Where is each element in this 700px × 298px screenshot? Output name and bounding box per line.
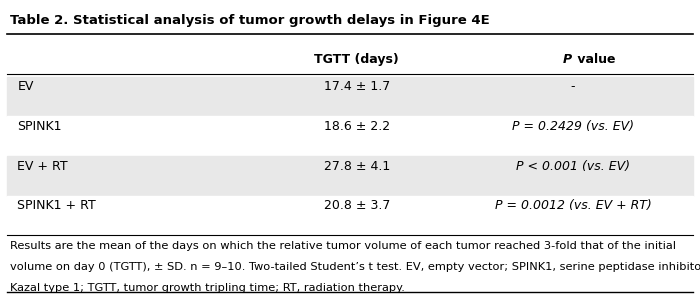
Text: Kazal type 1; TGTT, tumor growth tripling time; RT, radiation therapy.: Kazal type 1; TGTT, tumor growth triplin…: [10, 283, 405, 293]
Text: 20.8 ± 3.7: 20.8 ± 3.7: [323, 199, 390, 212]
Text: 27.8 ± 4.1: 27.8 ± 4.1: [323, 159, 390, 173]
Text: volume on day 0 (TGTT), ± SD. n = 9–10. Two-tailed Student’s t test. EV, empty v: volume on day 0 (TGTT), ± SD. n = 9–10. …: [10, 262, 700, 272]
Text: P < 0.001 (vs. EV): P < 0.001 (vs. EV): [516, 159, 630, 173]
Text: P: P: [563, 53, 573, 66]
Bar: [7, 156, 693, 196]
Text: 18.6 ± 2.2: 18.6 ± 2.2: [324, 120, 390, 133]
Text: 17.4 ± 1.7: 17.4 ± 1.7: [323, 80, 390, 93]
Text: TGTT (days): TGTT (days): [314, 53, 399, 66]
Bar: [7, 116, 693, 156]
Text: value: value: [573, 53, 615, 66]
Text: SPINK1 + RT: SPINK1 + RT: [18, 199, 96, 212]
Bar: [7, 196, 693, 235]
Bar: [7, 77, 693, 116]
Text: Table 2. Statistical analysis of tumor growth delays in Figure 4E: Table 2. Statistical analysis of tumor g…: [10, 14, 490, 27]
Text: Results are the mean of the days on which the relative tumor volume of each tumo: Results are the mean of the days on whic…: [10, 241, 676, 251]
Text: EV: EV: [18, 80, 34, 93]
Text: EV + RT: EV + RT: [18, 159, 68, 173]
Text: -: -: [570, 80, 575, 93]
Text: SPINK1: SPINK1: [18, 120, 62, 133]
Text: P = 0.0012 (vs. EV + RT): P = 0.0012 (vs. EV + RT): [495, 199, 651, 212]
Text: P = 0.2429 (vs. EV): P = 0.2429 (vs. EV): [512, 120, 634, 133]
